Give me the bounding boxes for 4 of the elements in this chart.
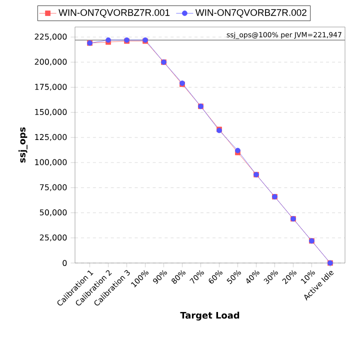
legend-label: WIN-ON7QVORBZ7R.001 [58,9,170,18]
legend-label: WIN-ON7QVORBZ7R.002 [195,9,306,18]
y-axis-title: ssj_ops [18,127,28,163]
x-axis-title: Target Load [180,312,240,320]
